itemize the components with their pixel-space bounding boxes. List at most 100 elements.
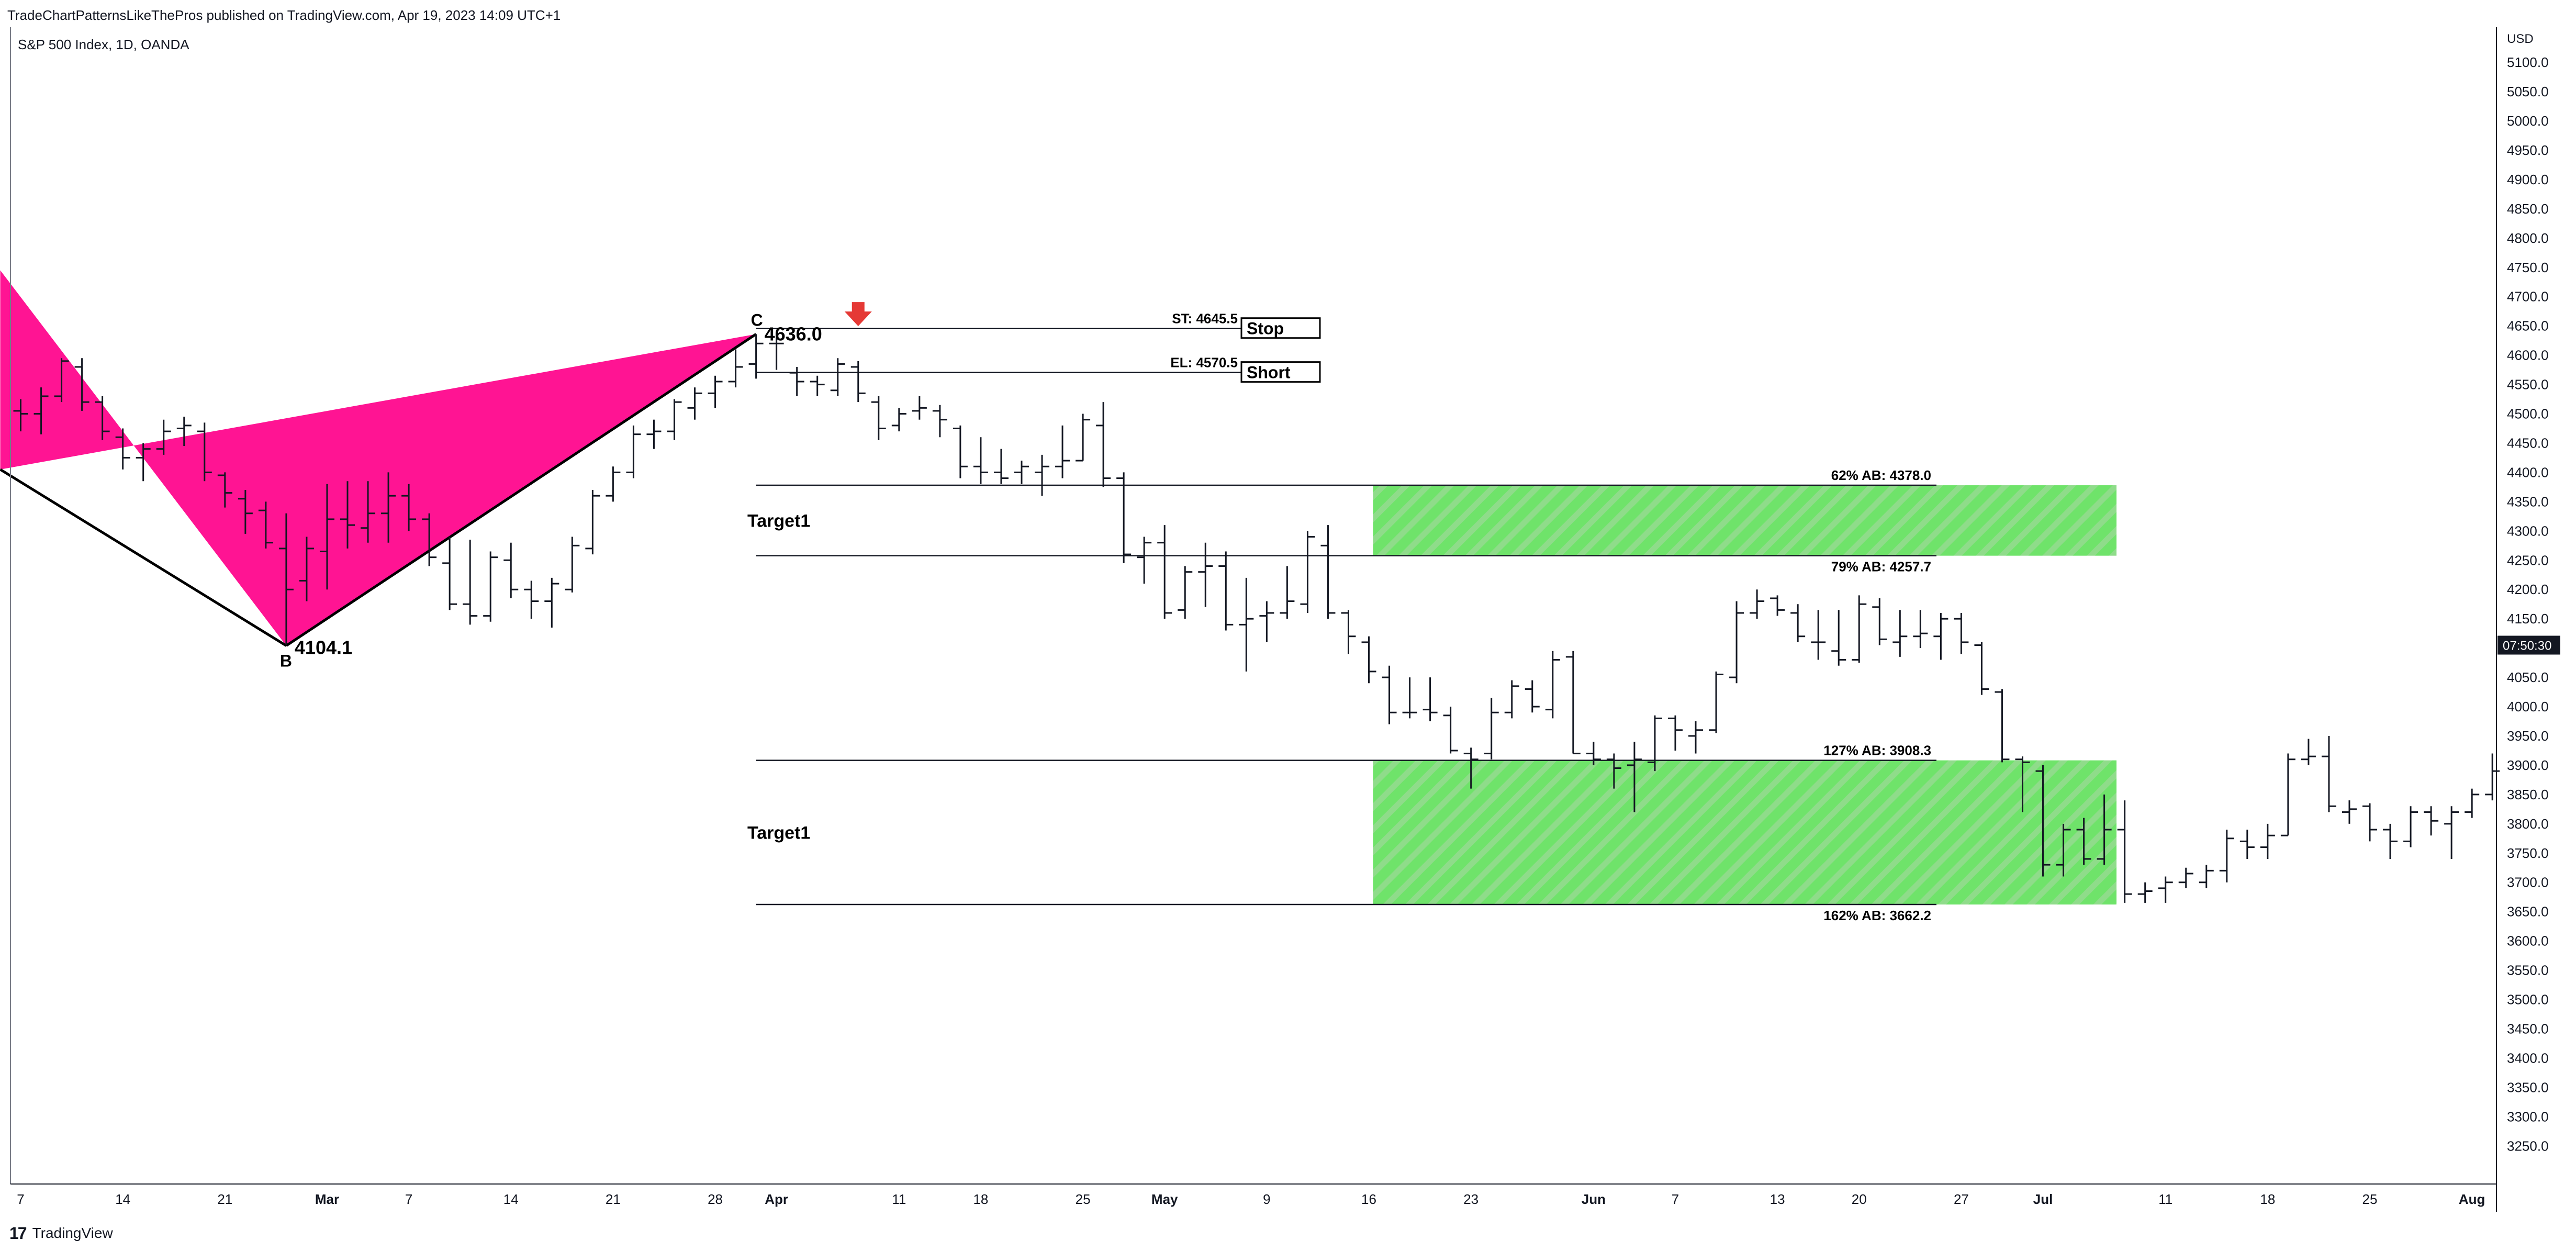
time-tick-label: 13 bbox=[1770, 1191, 1785, 1207]
price-tick-label: 4850.0 bbox=[2507, 201, 2549, 217]
time-tick-label: 23 bbox=[1463, 1191, 1479, 1207]
time-tick-label: 16 bbox=[1361, 1191, 1376, 1207]
tradingview-logo-icon: 17 bbox=[9, 1223, 27, 1243]
ohlc-bar bbox=[33, 387, 49, 434]
price-tick-label: 3300.0 bbox=[2507, 1109, 2549, 1124]
ohlc-bar bbox=[1995, 689, 2010, 763]
ohlc-bar bbox=[708, 375, 723, 408]
axes-layer: USD 5100.0 5050.0 5000.0 4950.0 4900.0 4850.0 4… bbox=[10, 27, 2560, 1212]
time-tick-label: 18 bbox=[2260, 1191, 2275, 1207]
ohlc-bar bbox=[2178, 867, 2193, 888]
ohlc-bar bbox=[2362, 803, 2378, 842]
ohlc-bar bbox=[1933, 612, 1948, 660]
ohlc-bar bbox=[2444, 806, 2459, 859]
time-tick-label: 27 bbox=[1954, 1191, 1969, 1207]
ohlc-bar bbox=[2301, 739, 2316, 765]
level-box-text-stop: Stop bbox=[1247, 319, 1284, 338]
ohlc-bar bbox=[340, 481, 355, 549]
ohlc-bar bbox=[789, 367, 804, 396]
ohlc-bar bbox=[2383, 823, 2398, 859]
ohlc-bars-layer bbox=[13, 334, 2500, 903]
ohlc-bar bbox=[871, 396, 886, 440]
tradingview-footer[interactable]: 17 TradingView bbox=[9, 1223, 113, 1244]
ohlc-bar bbox=[2424, 806, 2439, 836]
price-tick-label: 4650.0 bbox=[2507, 318, 2549, 334]
time-tick-label: 7 bbox=[405, 1191, 412, 1207]
price-tick-label: 3550.0 bbox=[2507, 963, 2549, 978]
ohlc-bar bbox=[2321, 735, 2336, 812]
ohlc-bar bbox=[74, 358, 89, 411]
ohlc-bar bbox=[646, 419, 662, 449]
ohlc-bar bbox=[1402, 677, 1417, 719]
time-tick-label: 11 bbox=[2158, 1191, 2172, 1207]
price-tick-label: 3700.0 bbox=[2507, 875, 2549, 890]
price-tick-label: 3950.0 bbox=[2507, 728, 2549, 744]
price-tick-label: 3600.0 bbox=[2507, 933, 2549, 949]
ohlc-bar bbox=[1239, 577, 1254, 672]
time-tick-label: Aug bbox=[2459, 1191, 2485, 1207]
ohlc-bar bbox=[1954, 612, 1969, 654]
ohlc-bar bbox=[503, 542, 519, 599]
ohlc-bar bbox=[156, 419, 171, 455]
time-tick-label: 18 bbox=[973, 1191, 988, 1207]
ohlc-bar bbox=[2342, 800, 2357, 824]
ohlc-bar bbox=[1463, 747, 1479, 789]
price-tick-label: 5100.0 bbox=[2507, 54, 2549, 70]
ohlc-bar bbox=[1280, 566, 1295, 619]
price-tick-label: 4500.0 bbox=[2507, 406, 2549, 422]
price-tick-label: 4350.0 bbox=[2507, 494, 2549, 509]
ohlc-bar bbox=[197, 422, 212, 482]
price-tick-label: 3400.0 bbox=[2507, 1050, 2549, 1066]
ohlc-bar bbox=[1667, 715, 1683, 751]
level-box-entry bbox=[1240, 361, 1321, 383]
price-tick-label: 4700.0 bbox=[2507, 289, 2549, 305]
brand-name: TradingView bbox=[32, 1225, 113, 1241]
time-tick-label: 11 bbox=[892, 1191, 906, 1207]
level-box-stop bbox=[1240, 317, 1321, 339]
ohlc-bar bbox=[1320, 525, 1336, 619]
ohlc-bar bbox=[912, 396, 927, 420]
ohlc-bar bbox=[2076, 818, 2091, 865]
target-zone-1 bbox=[1373, 485, 2117, 556]
ohlc-bar bbox=[1116, 472, 1132, 563]
price-tick-label: 3900.0 bbox=[2507, 757, 2549, 773]
ohlc-bar bbox=[1586, 742, 1601, 765]
ohlc-bar bbox=[544, 577, 559, 628]
ohlc-bar bbox=[850, 361, 866, 403]
price-tick-label: 4200.0 bbox=[2507, 582, 2549, 597]
ohlc-bar bbox=[2137, 882, 2153, 903]
time-tick-label: Mar bbox=[315, 1191, 339, 1207]
ohlc-bar bbox=[1974, 642, 1989, 695]
ohlc-bar bbox=[1035, 454, 1050, 496]
ohlc-bar bbox=[2219, 830, 2234, 883]
price-tick-label: 3500.0 bbox=[2507, 992, 2549, 1008]
time-tick-label: 14 bbox=[115, 1191, 130, 1207]
ohlc-bar bbox=[401, 484, 417, 531]
ohlc-bar bbox=[524, 580, 539, 619]
ohlc-bar bbox=[1423, 677, 1438, 721]
price-tick-label: 4400.0 bbox=[2507, 464, 2549, 480]
ohlc-bar bbox=[2035, 765, 2051, 877]
pattern-line-bc bbox=[285, 333, 757, 647]
ohlc-bar bbox=[1892, 610, 1908, 657]
price-tick-label: 5000.0 bbox=[2507, 113, 2549, 129]
ohlc-bar bbox=[2403, 806, 2418, 847]
ohlc-bar bbox=[1606, 753, 1621, 789]
ohlc-bar bbox=[748, 334, 764, 379]
target-zones-layer bbox=[1373, 485, 2117, 905]
ohlc-bar bbox=[1913, 610, 1928, 649]
price-tick-label: 4600.0 bbox=[2507, 348, 2549, 363]
ohlc-bar bbox=[1382, 665, 1397, 724]
level-label-62-ab: 62% AB: 4378.0 bbox=[1831, 467, 1931, 483]
ohlc-bar bbox=[381, 472, 396, 543]
ohlc-bar bbox=[667, 399, 682, 440]
ohlc-bar bbox=[1729, 601, 1744, 684]
ohlc-bar bbox=[1137, 537, 1152, 584]
ohlc-bar bbox=[2260, 823, 2275, 859]
ohlc-bar bbox=[932, 405, 947, 438]
price-tick-label: 3350.0 bbox=[2507, 1079, 2549, 1095]
ohlc-bar bbox=[1014, 461, 1029, 484]
ohlc-bar bbox=[136, 443, 151, 482]
price-tick-label: 4300.0 bbox=[2507, 523, 2549, 539]
